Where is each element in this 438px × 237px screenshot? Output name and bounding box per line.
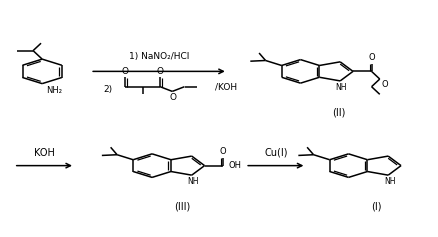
Text: OH: OH xyxy=(228,161,241,170)
Text: O: O xyxy=(381,80,388,89)
Text: NH: NH xyxy=(336,83,347,92)
Text: (III): (III) xyxy=(174,202,190,212)
Text: Cu(I): Cu(I) xyxy=(264,148,287,158)
Text: /KOH: /KOH xyxy=(215,82,237,91)
Text: 1) NaNO₂/HCl: 1) NaNO₂/HCl xyxy=(129,52,189,61)
Text: O: O xyxy=(156,67,163,76)
Text: O: O xyxy=(368,53,375,62)
Text: KOH: KOH xyxy=(34,148,55,158)
Text: NH: NH xyxy=(187,177,199,186)
Text: (I): (I) xyxy=(371,202,381,212)
Text: 2): 2) xyxy=(103,85,113,94)
Text: (II): (II) xyxy=(332,108,346,118)
Text: NH: NH xyxy=(384,177,395,186)
Text: O: O xyxy=(122,67,129,76)
Text: O: O xyxy=(170,93,177,102)
Text: O: O xyxy=(220,147,226,156)
Text: NH₂: NH₂ xyxy=(46,86,63,95)
